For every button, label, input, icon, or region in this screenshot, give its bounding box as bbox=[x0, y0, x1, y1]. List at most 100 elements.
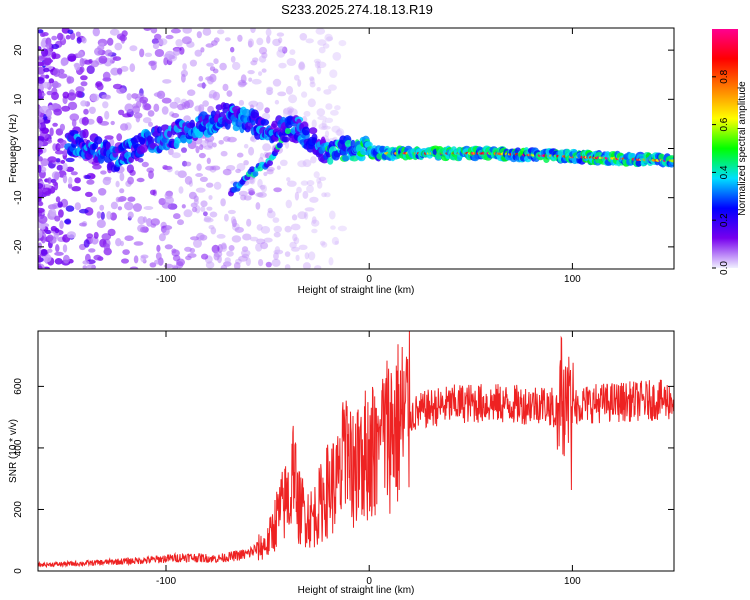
spectrogram-noise-blob bbox=[243, 160, 249, 166]
spectrogram-noise-blob bbox=[278, 62, 287, 69]
spectrogram-noise-blob bbox=[69, 32, 76, 40]
spectrogram-noise-blob bbox=[208, 225, 215, 230]
spectrogram-noise-blob bbox=[66, 231, 76, 239]
spectrogram-noise-blob bbox=[309, 77, 315, 85]
spectrogram-noise-blob bbox=[259, 152, 264, 160]
spectrogram-noise-blob bbox=[38, 136, 45, 141]
spectrogram-noise-blob bbox=[110, 120, 115, 126]
spectrogram-noise-blob bbox=[261, 184, 267, 193]
spectrogram-noise-blob bbox=[174, 170, 180, 176]
spectrogram-noise-blob bbox=[298, 62, 306, 71]
spectrogram-noise-blob bbox=[77, 51, 84, 59]
spectrogram-noise-blob bbox=[154, 259, 164, 265]
spectrogram-noise-blob bbox=[261, 112, 271, 121]
spectrogram-noise-blob bbox=[80, 100, 88, 107]
spectrogram-noise-blob bbox=[54, 251, 64, 256]
spectrogram-ridge-blob bbox=[301, 126, 311, 136]
spectrogram-noise-blob bbox=[119, 188, 125, 194]
spectrogram-noise-blob bbox=[184, 161, 192, 167]
spectrogram-noise-blob bbox=[59, 139, 67, 146]
spectrogram-noise-blob bbox=[133, 255, 139, 264]
spectrogram-noise-blob bbox=[242, 233, 252, 241]
spectrogram-noise-blob bbox=[220, 264, 228, 269]
spectrogram-noise-blob bbox=[304, 207, 315, 212]
spectrogram-noise-blob bbox=[83, 108, 89, 115]
spectrogram-noise-blob bbox=[279, 159, 288, 166]
spectrogram-noise-blob bbox=[183, 209, 193, 218]
spectrogram-noise-blob bbox=[307, 98, 316, 108]
spectrogram-branch-blob bbox=[284, 128, 291, 135]
spectrogram-noise-blob bbox=[284, 141, 290, 149]
spectrogram-noise-blob bbox=[321, 241, 328, 248]
colorbar-tick-label: 0.8 bbox=[719, 69, 730, 83]
spectrogram-noise-blob bbox=[54, 258, 63, 265]
spectrogram-noise-blob bbox=[133, 203, 142, 212]
spectrogram-noise-blob bbox=[284, 251, 291, 257]
spectrogram-noise-blob bbox=[274, 99, 280, 105]
spectrogram-noise-blob bbox=[182, 28, 192, 34]
spectrogram-noise-blob bbox=[116, 133, 123, 142]
spectrogram-noise-blob bbox=[302, 159, 312, 168]
spectrogram-noise-blob bbox=[265, 28, 272, 37]
spectrogram-noise-blob bbox=[247, 70, 255, 75]
spectrogram-noise-blob bbox=[257, 178, 263, 188]
spectrogram-noise-blob bbox=[140, 226, 147, 233]
spectrogram-noise-blob bbox=[220, 150, 228, 157]
spectrogram-noise-blob bbox=[287, 108, 298, 117]
spectrogram-noise-blob bbox=[273, 225, 282, 233]
spectrogram-noise-blob bbox=[295, 254, 300, 262]
spectrogram-noise-blob bbox=[174, 97, 181, 104]
spectrogram-noise-blob bbox=[150, 189, 156, 196]
spectrogram-noise-blob bbox=[256, 238, 266, 245]
spectrogram-noise-blob bbox=[199, 144, 204, 151]
spectrogram-noise-blob bbox=[55, 196, 61, 203]
spectrogram-noise-blob bbox=[300, 180, 309, 186]
spectrogram-noise-blob bbox=[285, 85, 294, 95]
spectrogram-noise-blob bbox=[308, 251, 316, 261]
spectrogram-noise-blob bbox=[80, 81, 88, 87]
spectrogram-noise-blob bbox=[92, 164, 102, 170]
spectrogram-noise-blob bbox=[152, 43, 160, 50]
snr-y-axis-title: SNR (10 * v/v) bbox=[8, 419, 19, 483]
spectrogram-ridge-blob bbox=[180, 137, 187, 144]
spectrogram-noise-blob bbox=[206, 62, 214, 67]
spectrogram-noise-blob bbox=[120, 65, 129, 72]
spectrogram-noise-blob bbox=[164, 244, 173, 250]
spectrogram-noise-blob bbox=[86, 65, 95, 74]
spectrogram-noise-blob bbox=[51, 51, 57, 60]
spectrogram-noise-blob bbox=[38, 29, 44, 34]
spectrogram-noise-blob bbox=[277, 46, 285, 53]
spectrogram-noise-blob bbox=[89, 173, 96, 179]
spectrogram-noise-blob bbox=[287, 110, 293, 117]
spectrogram-noise-blob bbox=[75, 90, 83, 98]
spectrogram-noise-blob bbox=[62, 244, 68, 253]
spectrogram-noise-blob bbox=[240, 249, 251, 257]
spectrogram-noise-blob bbox=[243, 143, 249, 149]
spectrogram-noise-blob bbox=[212, 91, 220, 101]
spectrogram-noise-blob bbox=[107, 37, 114, 46]
spectrogram-noise-blob bbox=[70, 171, 78, 176]
spectrogram-noise-blob bbox=[62, 162, 68, 172]
spectrogram-noise-blob bbox=[206, 157, 211, 164]
spectrogram-noise-blob bbox=[107, 228, 116, 237]
spectrogram-noise-blob bbox=[313, 171, 320, 179]
spectrogram-noise-blob bbox=[334, 240, 339, 245]
spectrogram-noise-blob bbox=[102, 71, 111, 81]
spectrogram-noise-blob bbox=[120, 123, 129, 131]
spectrogram-noise-blob bbox=[258, 55, 267, 63]
spectrogram-noise-blob bbox=[45, 37, 52, 46]
spectrogram-noise-blob bbox=[171, 152, 181, 159]
spectrogram-noise-blob bbox=[282, 46, 288, 54]
spectrogram-noise-blob bbox=[74, 62, 81, 71]
spectrogram-noise-blob bbox=[187, 89, 196, 96]
spectrogram-noise-blob bbox=[88, 59, 93, 64]
spectrogram-noise-blob bbox=[71, 186, 81, 192]
spectrogram-noise-blob bbox=[175, 39, 183, 47]
spectrogram-noise-blob bbox=[93, 254, 102, 261]
spectrogram-ridge-blob bbox=[250, 109, 259, 119]
chart-title: S233.2025.274.18.13.R19 bbox=[281, 2, 433, 17]
spectrogram-noise-blob bbox=[298, 61, 305, 70]
spectrogram-noise-blob bbox=[51, 43, 60, 50]
spectrogram-noise-blob bbox=[101, 94, 111, 100]
spectrogram-y-axis-title: Frequency (Hz) bbox=[8, 114, 19, 183]
